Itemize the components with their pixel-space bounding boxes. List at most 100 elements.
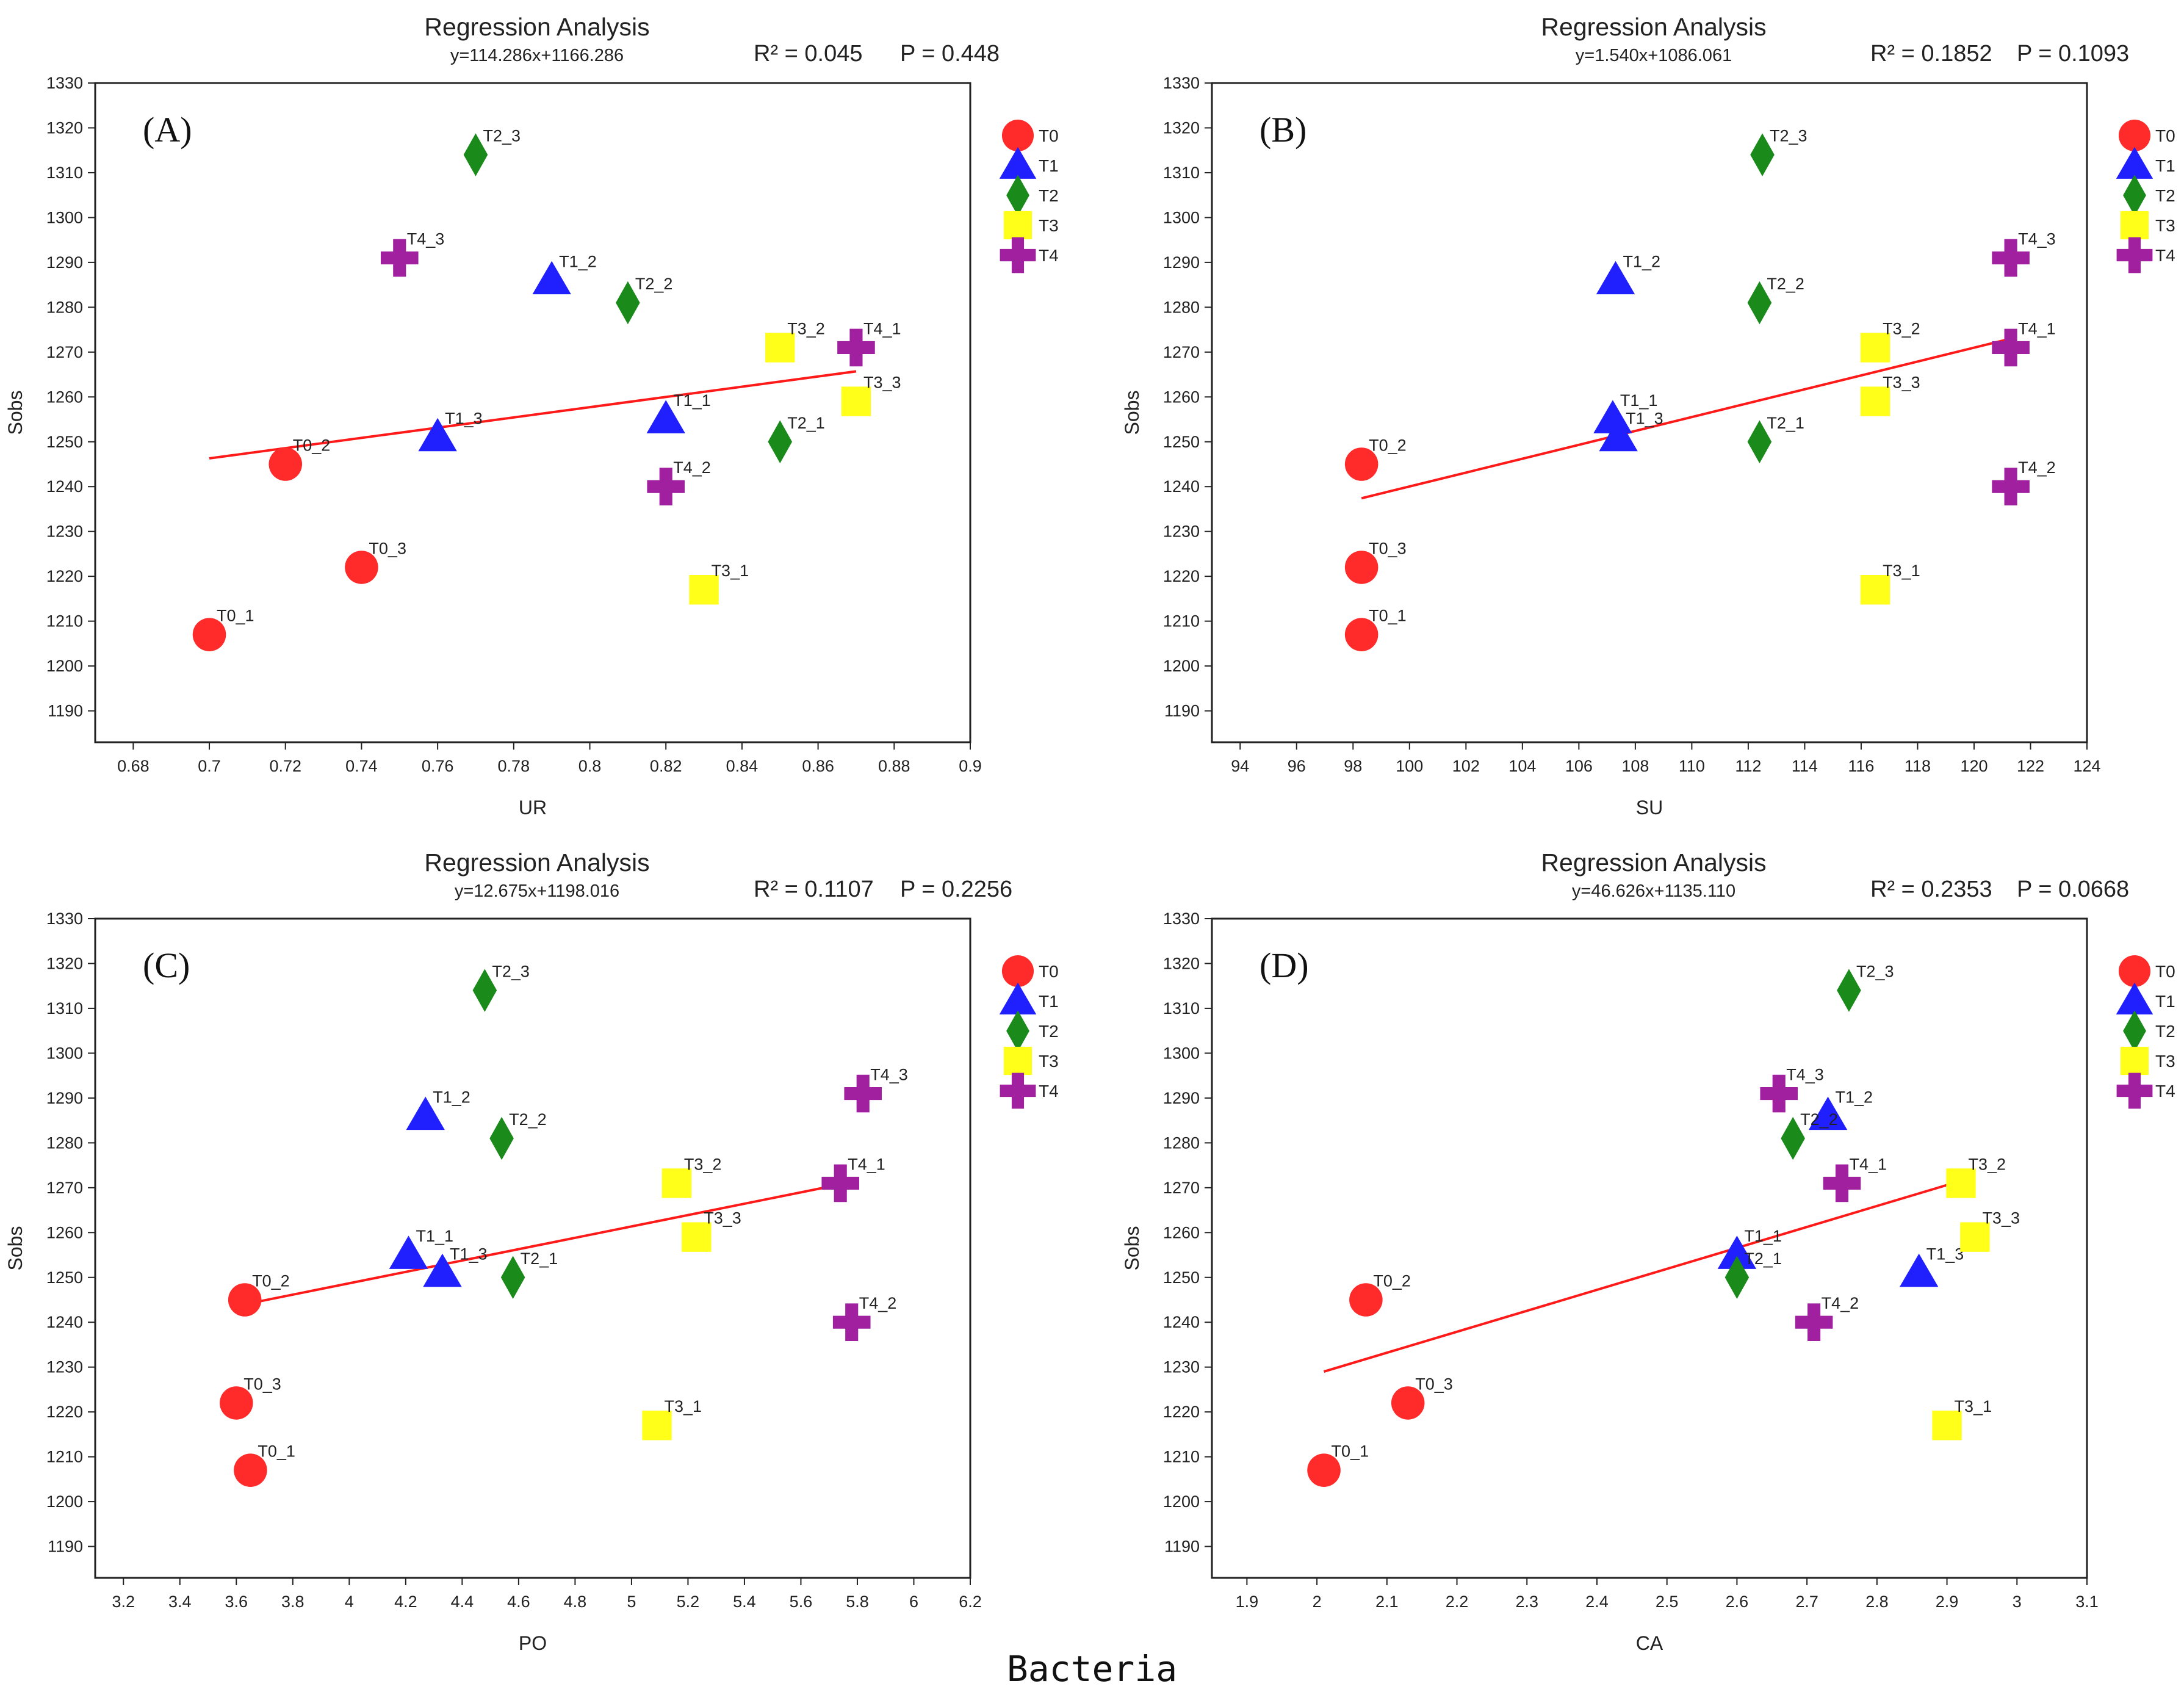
y-tick-label: 1330 xyxy=(46,909,83,928)
point-label: T4_3 xyxy=(870,1066,908,1084)
point-label: T3_2 xyxy=(787,319,825,338)
point-label: T0_2 xyxy=(1373,1271,1411,1290)
legend-label: T0 xyxy=(1039,962,1059,981)
data-point-t0_1 xyxy=(1307,1453,1341,1487)
point-label: T4_2 xyxy=(673,458,711,477)
y-tick-label: 1260 xyxy=(1163,1223,1200,1242)
x-tick-label: 5.8 xyxy=(846,1593,869,1611)
y-tick-label: 1270 xyxy=(1163,1179,1200,1197)
y-tick-label: 1280 xyxy=(46,1134,83,1152)
r-squared-label: R² = 0.2353 xyxy=(1870,877,1992,902)
point-label: T4_1 xyxy=(2018,319,2056,338)
x-tick-label: 110 xyxy=(1679,757,1705,775)
point-label: T2_3 xyxy=(1770,127,1807,145)
x-tick-label: 5.4 xyxy=(733,1593,756,1611)
data-point-t4_3 xyxy=(844,1074,882,1113)
y-tick-label: 1300 xyxy=(1163,1044,1200,1062)
x-tick-label: 102 xyxy=(1452,757,1480,775)
y-tick-label: 1230 xyxy=(46,522,83,541)
y-tick-label: 1200 xyxy=(1163,657,1200,675)
point-label: T0_2 xyxy=(293,436,331,454)
x-tick-label: 3.1 xyxy=(2075,1593,2099,1611)
y-tick-label: 1220 xyxy=(1163,567,1200,585)
y-tick-label: 1300 xyxy=(46,208,83,226)
data-point-t1_3 xyxy=(423,1253,462,1287)
data-point-t1_3 xyxy=(1899,1253,1939,1287)
y-tick-label: 1310 xyxy=(46,999,83,1018)
legend-marker-t2 xyxy=(1006,1010,1029,1052)
y-tick-label: 1320 xyxy=(46,118,83,137)
point-label: T3_2 xyxy=(1969,1155,2006,1173)
chart-title: Regression Analysis xyxy=(1541,13,1766,41)
x-tick-label: 4.6 xyxy=(507,1593,530,1611)
data-point-t4_2 xyxy=(1795,1303,1833,1342)
y-tick-label: 1190 xyxy=(1164,702,1200,720)
point-label: T4_3 xyxy=(2018,230,2056,248)
data-point-t4_3 xyxy=(1992,239,2030,277)
chart-title: Regression Analysis xyxy=(1541,848,1766,877)
plot-frame xyxy=(1211,917,2088,1579)
point-label: T2_1 xyxy=(787,414,825,432)
p-value-label: P = 0.0668 xyxy=(2017,877,2129,902)
y-tick-label: 1190 xyxy=(1164,1538,1200,1556)
y-tick-label: 1280 xyxy=(1163,1134,1200,1152)
data-point-t1_3 xyxy=(1599,418,1638,452)
regression-equation: y=1.540x+1086.061 xyxy=(1576,46,1732,65)
regression-line xyxy=(209,370,857,460)
data-point-t3_2 xyxy=(1946,1168,1976,1198)
x-tick-label: 2.5 xyxy=(1656,1593,1679,1611)
legend-marker-t4 xyxy=(1000,237,1036,273)
legend-marker-t3 xyxy=(1003,211,1033,240)
plot-frame xyxy=(94,82,971,743)
regression-line xyxy=(1361,337,2011,500)
legend-marker-t0 xyxy=(2118,955,2151,988)
point-label: T1_3 xyxy=(1626,409,1663,427)
data-point-t0_3 xyxy=(1391,1386,1425,1420)
data-point-t2_2 xyxy=(616,281,640,325)
point-label: T1_2 xyxy=(433,1088,470,1106)
x-tick-label: 2.3 xyxy=(1515,1593,1538,1611)
p-value-label: P = 0.2256 xyxy=(900,877,1012,902)
data-point-t0_2 xyxy=(268,447,303,481)
data-point-t1_1 xyxy=(1717,1235,1757,1269)
y-tick-label: 1270 xyxy=(46,343,83,361)
y-tick-label: 1250 xyxy=(46,1268,83,1287)
y-tick-label: 1270 xyxy=(1163,343,1200,361)
data-point-t2_3 xyxy=(472,969,497,1012)
y-tick-label: 1240 xyxy=(1163,1313,1200,1331)
y-tick-label: 1190 xyxy=(48,702,83,720)
y-tick-label: 1330 xyxy=(46,74,83,92)
data-point-t3_1 xyxy=(642,1411,672,1441)
x-tick-label: 112 xyxy=(1735,757,1761,775)
x-tick-label: 3.6 xyxy=(225,1593,248,1611)
y-axis-label: Sobs xyxy=(1121,1226,1143,1271)
data-point-t2_1 xyxy=(1724,1256,1750,1299)
legend-label: T3 xyxy=(1039,1052,1059,1071)
legend-marker-t4 xyxy=(2116,237,2153,273)
legend-marker-t2 xyxy=(2123,175,2146,216)
data-point-t0_1 xyxy=(234,1453,267,1487)
data-point-t2_3 xyxy=(1837,969,1861,1012)
y-tick-label: 1210 xyxy=(1163,612,1200,631)
regression-line xyxy=(244,1179,858,1306)
point-label: T1_2 xyxy=(1623,252,1660,270)
x-tick-label: 0.86 xyxy=(802,757,834,775)
data-point-t0_1 xyxy=(192,618,226,651)
y-tick-label: 1220 xyxy=(46,567,83,585)
point-label: T0_1 xyxy=(217,607,254,625)
data-point-t1_2 xyxy=(406,1096,445,1130)
x-tick-label: 106 xyxy=(1565,757,1593,775)
legend-marker-t4 xyxy=(2116,1072,2153,1109)
data-point-t1_1 xyxy=(646,400,685,433)
point-label: T2_1 xyxy=(521,1249,558,1268)
x-tick-label: 6 xyxy=(909,1593,918,1611)
legend-label: T2 xyxy=(1039,186,1059,205)
x-tick-label: 3 xyxy=(2013,1593,2022,1611)
point-label: T3_3 xyxy=(1982,1209,2020,1228)
y-axis-label: Sobs xyxy=(4,1226,26,1271)
regression-equation: y=114.286x+1166.286 xyxy=(450,46,624,65)
data-point-t4_1 xyxy=(821,1164,860,1202)
x-tick-label: 118 xyxy=(1905,757,1931,775)
data-point-t4_3 xyxy=(380,239,419,277)
y-tick-label: 1260 xyxy=(1163,388,1200,406)
